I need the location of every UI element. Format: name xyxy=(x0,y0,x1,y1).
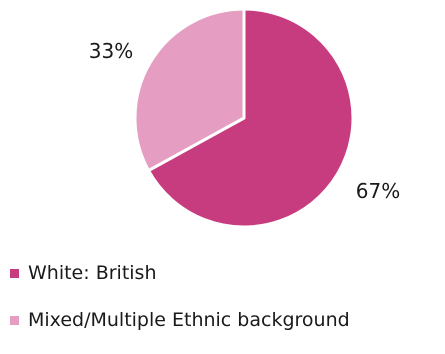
data-label-mixed-multiple: 33% xyxy=(89,39,133,63)
legend-swatch-white-british xyxy=(10,268,19,278)
pie-data-labels: 67% 33% xyxy=(89,39,400,203)
legend-item-white-british: White: British xyxy=(10,260,440,286)
pie-slices xyxy=(133,7,355,229)
data-label-white-british: 67% xyxy=(356,179,400,203)
slice-mixed-multiple xyxy=(133,7,246,173)
legend: White: British Mixed/Multiple Ethnic bac… xyxy=(10,260,440,354)
legend-swatch-mixed-multiple xyxy=(10,315,19,325)
legend-label-white-british: White: British xyxy=(28,262,157,284)
legend-item-mixed-multiple: Mixed/Multiple Ethnic background xyxy=(10,307,440,333)
legend-label-mixed-multiple: Mixed/Multiple Ethnic background xyxy=(28,309,350,331)
slice-white-british xyxy=(146,7,355,229)
